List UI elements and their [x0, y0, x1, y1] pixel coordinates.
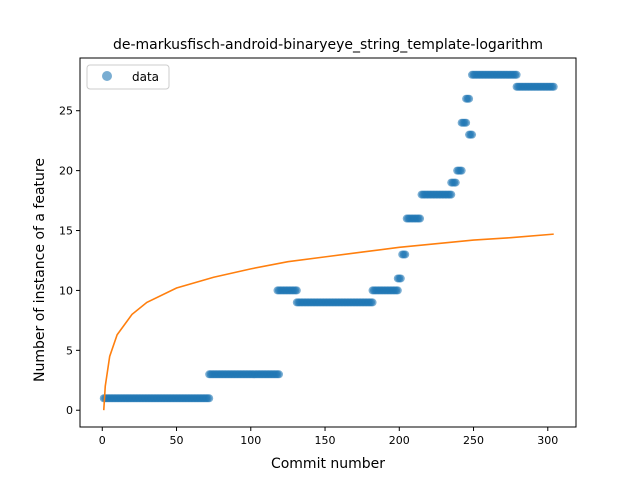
data-point [465, 94, 474, 103]
data-points [99, 70, 558, 403]
data-point [205, 394, 214, 403]
legend: data [86, 64, 170, 90]
x-axis-label: Commit number [271, 456, 385, 472]
y-tick-label: 10 [59, 284, 73, 297]
legend-frame [86, 64, 170, 90]
data-point [396, 274, 405, 283]
fit-line [102, 233, 554, 411]
x-tick-label: 0 [99, 434, 106, 447]
data-point [393, 286, 402, 295]
y-axis-label: Number of instance of a feature [32, 158, 48, 382]
data-point [451, 178, 460, 187]
x-tick-label: 300 [537, 434, 558, 447]
y-tick-label: 0 [66, 404, 73, 417]
data-point [512, 70, 521, 79]
data-point [549, 82, 558, 91]
data-point [447, 190, 456, 199]
y-tick-label: 15 [59, 225, 73, 238]
data-point [457, 166, 466, 175]
y-tick-label: 20 [59, 165, 73, 178]
legend-marker-data [102, 71, 112, 81]
x-tick-label: 100 [240, 434, 261, 447]
data-point [462, 118, 471, 127]
x-tick-label: 200 [389, 434, 410, 447]
y-tick-label: 5 [66, 344, 73, 357]
plot-area: 0 50 100 150 200 250 300 0 5 10 15 20 25 [59, 57, 577, 447]
legend-label-data: data [132, 70, 159, 84]
data-point [368, 298, 377, 307]
x-tick-label: 150 [315, 434, 336, 447]
data-point [274, 370, 283, 379]
data-point [401, 250, 410, 259]
data-point [468, 130, 477, 139]
data-point [292, 286, 301, 295]
x-tick-label: 250 [463, 434, 484, 447]
x-tick-label: 50 [170, 434, 184, 447]
chart-title: de-markusfisch-android-binaryeye_string_… [113, 37, 543, 53]
y-tick-label: 25 [59, 105, 73, 118]
axes-frame [79, 57, 577, 428]
data-point [416, 214, 425, 223]
